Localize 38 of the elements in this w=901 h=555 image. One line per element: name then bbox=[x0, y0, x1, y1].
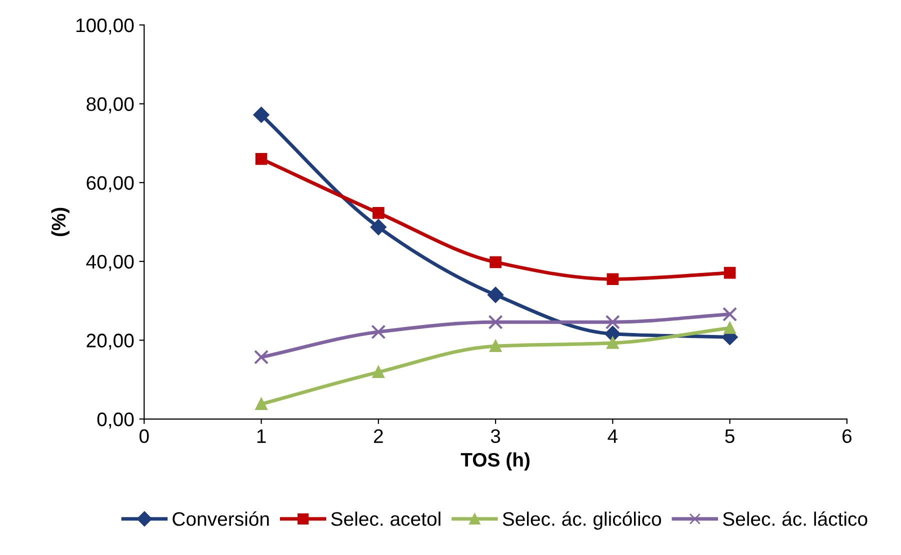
y-tick-label: 60,00 bbox=[86, 176, 134, 192]
x-tick-label: 6 bbox=[842, 429, 852, 444]
y-tick-label: 80,00 bbox=[86, 97, 134, 114]
y-tick-label: 40,00 bbox=[86, 254, 134, 271]
x-tick-label: 4 bbox=[608, 429, 618, 443]
y-tick-label: 0,00 bbox=[97, 412, 134, 429]
x-tick-label: 2 bbox=[374, 429, 383, 443]
x-tick-label: 5 bbox=[725, 429, 734, 444]
point bbox=[605, 314, 620, 330]
point bbox=[254, 350, 269, 364]
point bbox=[255, 398, 268, 410]
legend-label: Selec. acetol bbox=[331, 512, 440, 526]
legend-label: Selec. ác. glicólico bbox=[502, 511, 662, 530]
x-tick-label: 0 bbox=[140, 429, 149, 444]
y-axis-title: (%) bbox=[51, 208, 70, 236]
x-tick-label: 1 bbox=[257, 429, 266, 443]
point bbox=[724, 322, 736, 334]
y-tick-label: 20,00 bbox=[86, 334, 134, 350]
legend-label: Selec. ác. láctico bbox=[723, 511, 868, 526]
point bbox=[490, 340, 502, 352]
point bbox=[372, 366, 384, 378]
legend-label: Conversión bbox=[172, 511, 269, 526]
y-tick-label: 100,00 bbox=[76, 18, 134, 35]
point bbox=[370, 219, 386, 236]
point bbox=[488, 314, 503, 330]
point bbox=[724, 266, 736, 279]
x-axis-title: TOS (h) bbox=[460, 452, 530, 471]
point bbox=[255, 153, 268, 165]
point bbox=[488, 286, 504, 303]
point bbox=[722, 306, 738, 322]
point bbox=[490, 256, 502, 268]
point bbox=[253, 106, 270, 123]
point bbox=[606, 273, 619, 286]
point bbox=[606, 337, 619, 349]
point bbox=[371, 324, 386, 340]
point bbox=[372, 207, 384, 219]
x-tick-label: 3 bbox=[490, 429, 500, 444]
point bbox=[604, 326, 621, 342]
